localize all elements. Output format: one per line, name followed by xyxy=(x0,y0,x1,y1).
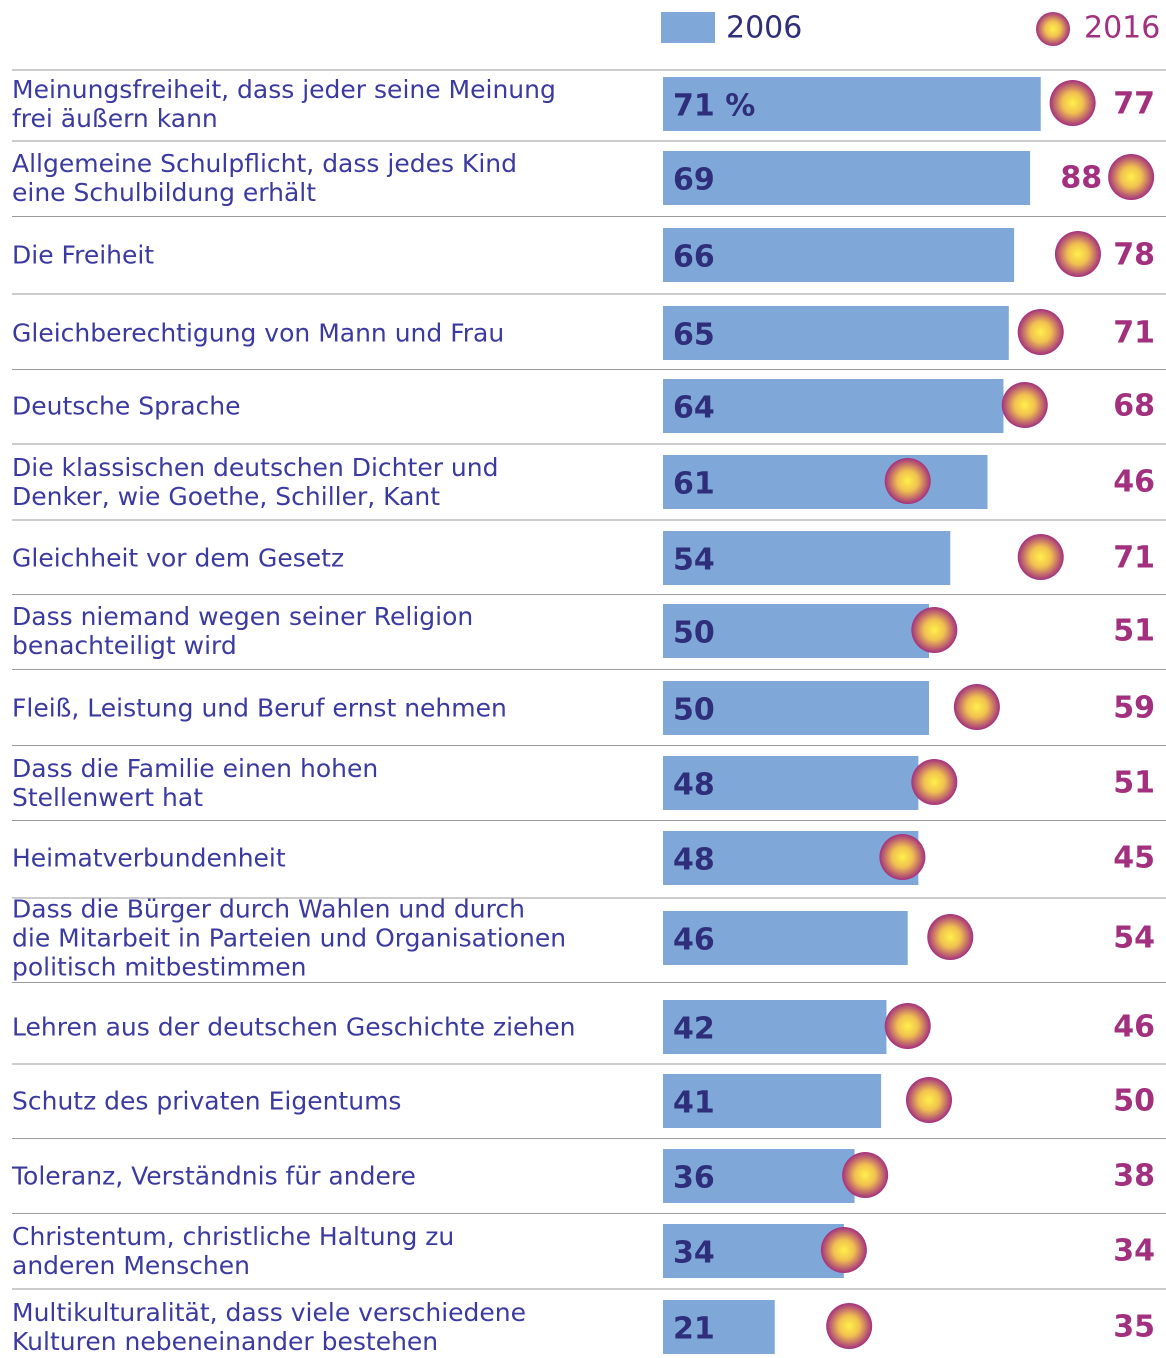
dot xyxy=(884,1003,931,1049)
bar xyxy=(663,1300,775,1354)
dot-value-label: 35 xyxy=(1113,1310,1155,1345)
bar-value-label: 64 xyxy=(673,391,715,426)
bar xyxy=(663,911,908,965)
bar xyxy=(663,455,988,509)
dot xyxy=(1108,154,1155,200)
dot-value-label: 71 xyxy=(1113,541,1155,576)
legend-swatch xyxy=(661,12,715,43)
dot-value-label: 78 xyxy=(1113,238,1155,273)
bar xyxy=(663,228,1015,282)
bar-value-label: 50 xyxy=(673,693,715,728)
dot xyxy=(826,1303,873,1349)
dot xyxy=(884,458,931,504)
category-label: Heimatverbundenheit xyxy=(12,843,286,873)
category-label: Toleranz, Verständnis für andere xyxy=(12,1161,416,1191)
bar xyxy=(663,1000,887,1054)
dot-value-label: 34 xyxy=(1113,1234,1155,1269)
category-label: Dass die Bürger durch Wahlen und durch d… xyxy=(12,894,567,982)
bar xyxy=(663,379,1004,433)
bar-value-label: 21 xyxy=(673,1312,715,1347)
category-label: Meinungsfreiheit, dass jeder seine Meinu… xyxy=(12,75,556,133)
dot-value-label: 54 xyxy=(1113,921,1155,956)
category-label: Fleiß, Leistung und Beruf ernst nehmen xyxy=(12,693,507,723)
dot-value-label: 68 xyxy=(1113,389,1155,424)
bar xyxy=(663,306,1009,360)
bar xyxy=(663,756,919,810)
bar-value-label: 42 xyxy=(673,1012,715,1047)
bar-value-label: 48 xyxy=(673,768,715,803)
legend-dot xyxy=(1036,12,1070,46)
bar xyxy=(663,1224,844,1278)
category-label: Gleichberechtigung von Mann und Frau xyxy=(12,318,505,348)
category-label: Die Freiheit xyxy=(12,240,155,270)
legend-label: 2006 xyxy=(726,11,802,46)
category-label: Gleichheit vor dem Gesetz xyxy=(12,543,345,573)
bar-value-label: 41 xyxy=(673,1086,715,1121)
bar-value-label: 71 % xyxy=(673,89,755,124)
category-label: Multikulturalität, dass viele verschiede… xyxy=(12,1298,527,1356)
dot-value-label: 38 xyxy=(1113,1159,1155,1194)
bar-value-label: 36 xyxy=(673,1161,715,1196)
dot-value-label: 50 xyxy=(1113,1084,1155,1119)
dot-value-label: 77 xyxy=(1113,87,1155,122)
dot xyxy=(911,759,958,805)
dot-value-label: 51 xyxy=(1113,766,1155,801)
dot xyxy=(820,1227,867,1273)
bar-value-label: 69 xyxy=(673,163,715,198)
dot xyxy=(927,914,974,960)
bar xyxy=(663,831,919,885)
category-label: Deutsche Sprache xyxy=(12,391,241,421)
dot xyxy=(911,607,958,653)
category-label: Schutz des privaten Eigentums xyxy=(12,1086,402,1116)
dot-value-label: 45 xyxy=(1113,841,1155,876)
dot-value-label: 51 xyxy=(1113,614,1155,649)
bar xyxy=(663,77,1041,131)
dot xyxy=(1001,382,1048,428)
bar-value-label: 61 xyxy=(673,467,715,502)
bar xyxy=(663,681,929,735)
category-label: Die klassischen deutschen Dichter und De… xyxy=(12,453,499,511)
bar-value-label: 48 xyxy=(673,843,715,878)
dot xyxy=(842,1152,889,1198)
bar xyxy=(663,604,929,658)
bar-value-label: 34 xyxy=(673,1236,715,1271)
dot xyxy=(1017,309,1064,355)
bar-value-label: 54 xyxy=(673,543,715,578)
dot xyxy=(1049,80,1096,126)
dot-value-label: 46 xyxy=(1113,465,1155,500)
category-label: Lehren aus der deutschen Geschichte zieh… xyxy=(12,1012,576,1042)
bar xyxy=(663,151,1031,205)
dot-value-label: 71 xyxy=(1113,316,1155,351)
legend-label: 2016 xyxy=(1084,11,1160,46)
category-label: Allgemeine Schulpflicht, dass jedes Kind… xyxy=(12,149,517,207)
dot xyxy=(1017,534,1064,580)
dot xyxy=(1054,231,1101,277)
bar-value-label: 50 xyxy=(673,616,715,651)
category-label: Christentum, christliche Haltung zu ande… xyxy=(12,1222,455,1280)
dot xyxy=(879,834,926,880)
dot-value-label: 46 xyxy=(1113,1010,1155,1045)
dot xyxy=(953,684,1000,730)
dot-value-label: 88 xyxy=(1060,161,1102,196)
category-label: Dass niemand wegen seiner Religion benac… xyxy=(12,602,474,660)
category-label: Dass die Familie einen hohen Stellenwert… xyxy=(12,754,379,812)
bar-value-label: 66 xyxy=(673,240,715,275)
bar xyxy=(663,531,951,585)
dot-value-label: 59 xyxy=(1113,691,1155,726)
bar xyxy=(663,1149,855,1203)
bar-value-label: 65 xyxy=(673,318,715,353)
bar xyxy=(663,1074,882,1128)
bar-value-label: 46 xyxy=(673,923,715,958)
dot xyxy=(906,1077,952,1123)
